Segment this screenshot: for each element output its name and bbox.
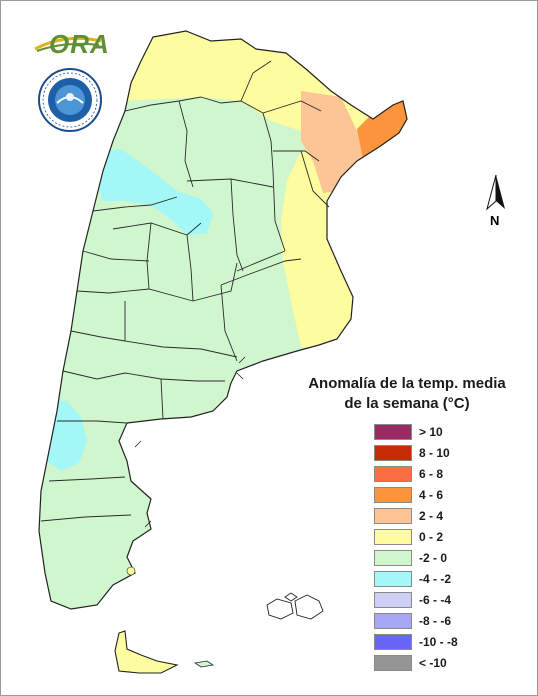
legend-item: -10 - -8 — [374, 631, 494, 652]
north-arrow-icon — [486, 174, 505, 211]
zone-patagonia-cyan — [47, 401, 87, 471]
legend-swatch — [374, 465, 412, 482]
legend-title-line2: de la semana (°C) — [344, 395, 470, 412]
legend: > 10 8 - 10 6 - 8 4 - 6 2 - 4 0 - 2 -2 - 0 -4 -… — [374, 421, 494, 673]
legend-item: 2 - 4 — [374, 505, 494, 526]
legend-label: < -10 — [419, 655, 447, 670]
zone-coastal-yellow-spot — [126, 566, 136, 576]
zone-andes-cyan — [95, 149, 213, 235]
zone-misiones-orange — [357, 101, 407, 159]
legend-item: 4 - 6 — [374, 484, 494, 505]
legend-label: -2 - 0 — [419, 550, 448, 565]
legend-swatch — [374, 570, 412, 587]
mainland-outline — [38, 30, 408, 610]
legend-label: 6 - 8 — [419, 466, 444, 481]
legend-item: > 10 — [374, 421, 494, 442]
legend-label: -10 - -8 — [419, 634, 458, 649]
legend-item: -2 - 0 — [374, 547, 494, 568]
smn-seal — [38, 68, 102, 132]
coast-detail — [134, 356, 246, 528]
legend-swatch — [374, 612, 412, 629]
legend-swatch — [374, 654, 412, 671]
legend-title-line1: Anomalía de la temp. media — [308, 375, 506, 392]
legend-item: 6 - 8 — [374, 463, 494, 484]
legend-swatch — [374, 486, 412, 503]
legend-item: 0 - 2 — [374, 526, 494, 547]
legend-item: < -10 — [374, 652, 494, 673]
legend-swatch — [374, 633, 412, 650]
legend-label: -6 - -4 — [419, 592, 452, 607]
legend-swatch — [374, 423, 412, 440]
legend-title: Anomalía de la temp. media de la semana … — [295, 374, 519, 414]
legend-swatch — [374, 507, 412, 524]
legend-swatch — [374, 444, 412, 461]
ora-logo: ORA — [49, 29, 110, 59]
legend-label: > 10 — [419, 424, 443, 439]
legend-label: -4 - -2 — [419, 571, 452, 586]
north-label: N — [490, 213, 500, 228]
legend-label: 0 - 2 — [419, 529, 444, 544]
malvinas-islands — [266, 592, 324, 620]
legend-item: -4 - -2 — [374, 568, 494, 589]
legend-swatch — [374, 528, 412, 545]
legend-label: 2 - 4 — [419, 508, 444, 523]
legend-label: 4 - 6 — [419, 487, 444, 502]
legend-item: -6 - -4 — [374, 589, 494, 610]
ora-logo-mark — [34, 36, 102, 52]
tierra-del-fuego — [114, 630, 179, 674]
legend-item: -8 - -6 — [374, 610, 494, 631]
legend-label: 8 - 10 — [419, 445, 450, 460]
legend-label: -8 - -6 — [419, 613, 452, 628]
isla-de-los-estados — [193, 660, 215, 668]
legend-item: 8 - 10 — [374, 442, 494, 463]
province-boundaries — [40, 60, 330, 522]
legend-swatch — [374, 549, 412, 566]
legend-swatch — [374, 591, 412, 608]
